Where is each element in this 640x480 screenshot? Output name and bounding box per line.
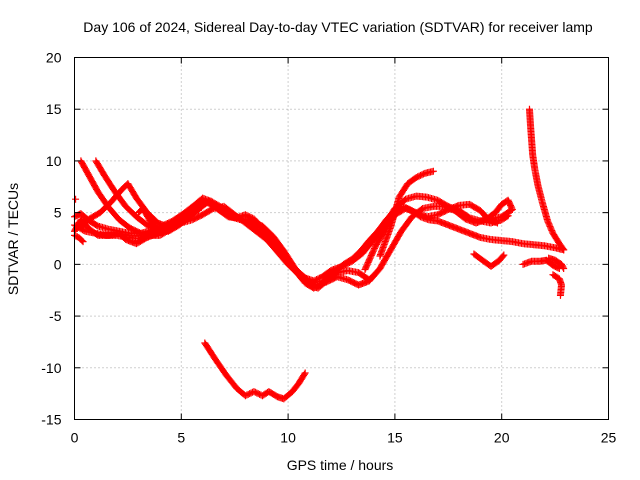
data-point — [300, 370, 308, 378]
x-tick-label: 25 — [601, 430, 617, 446]
y-tick-label: 15 — [46, 101, 62, 117]
data-point — [559, 245, 567, 253]
y-tick-label: 0 — [54, 256, 62, 272]
data-point — [560, 264, 568, 272]
series-track-13 — [519, 256, 563, 272]
axis-ticks — [74, 57, 609, 420]
plot-frame — [74, 57, 609, 420]
chart-title: Day 106 of 2024, Sidereal Day-to-day VTE… — [83, 19, 593, 35]
data-point — [560, 246, 568, 254]
series-track-17 — [201, 339, 309, 403]
tick-labels: 0 5 10 15 20 25 -15 -10 -5 0 5 10 15 20 — [41, 50, 616, 446]
x-tick-label: 20 — [494, 430, 510, 446]
series-track-8 — [71, 231, 87, 246]
y-axis-label: SDTVAR / TECUs — [5, 183, 21, 295]
series-track-12 — [470, 250, 508, 270]
series-track-16 — [525, 105, 568, 254]
series-track-14 — [545, 254, 568, 272]
y-tick-label: -5 — [49, 308, 62, 324]
data-point — [499, 252, 507, 260]
y-tick-label: 5 — [54, 205, 62, 221]
data-point — [156, 227, 164, 235]
series-track-9 — [72, 195, 80, 203]
y-tick-label: 20 — [46, 50, 62, 66]
x-tick-label: 0 — [71, 430, 79, 446]
x-axis-label: GPS time / hours — [287, 457, 394, 473]
data-point — [182, 214, 190, 222]
data-point — [559, 263, 567, 271]
data-point — [79, 238, 87, 246]
y-tick-label: -15 — [41, 412, 61, 428]
x-tick-label: 5 — [177, 430, 185, 446]
data-point — [493, 219, 501, 227]
data-point — [554, 264, 562, 272]
data-point — [429, 167, 437, 175]
series-track-7 — [135, 205, 164, 235]
data-point — [194, 207, 202, 215]
data-points — [71, 105, 568, 403]
data-point — [556, 291, 564, 299]
data-point — [301, 369, 309, 377]
y-tick-label: -10 — [41, 360, 61, 376]
data-point — [155, 226, 163, 234]
data-point — [184, 213, 192, 221]
series-track-15 — [549, 271, 566, 299]
series-track-11 — [361, 200, 501, 274]
grid — [74, 57, 609, 420]
x-tick-label: 15 — [387, 430, 403, 446]
y-tick-label: 10 — [46, 153, 62, 169]
data-point — [500, 251, 508, 259]
data-point — [72, 195, 80, 203]
x-tick-label: 10 — [280, 430, 296, 446]
data-point — [78, 237, 86, 245]
